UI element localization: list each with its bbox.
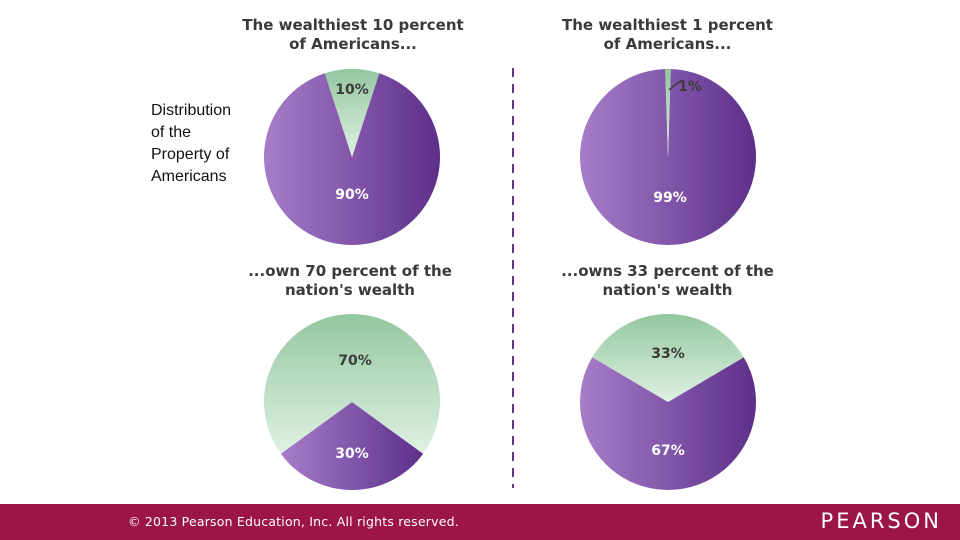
pie-bottom-right-label-67: 67% (651, 443, 685, 459)
pie-bottom-right-slice-67 (580, 357, 756, 490)
footer-bar: © 2013 Pearson Education, Inc. All right… (0, 504, 960, 540)
pie-bottom-left-label-30: 30% (335, 446, 369, 462)
heading-bottom-left: ...own 70 percent of the nation's wealth (248, 262, 452, 299)
pie-top-right-label-99: 99% (653, 190, 687, 206)
pie-bottom-left-slice-30 (280, 402, 424, 491)
pie-bottom-right-slice-33 (592, 313, 744, 402)
pie-top-left-label-90: 90% (335, 187, 369, 203)
pie-top-left-slice-10 (324, 69, 380, 157)
pie-top-left-slice-90 (264, 73, 440, 246)
copyright-text: © 2013 Pearson Education, Inc. All right… (128, 514, 459, 529)
pie-top-right-slice-99 (580, 69, 757, 245)
pie-bottom-left-label-70: 70% (338, 353, 372, 369)
pie-charts: 10% 90% 1% 99% 70% 30% 33% 67% (264, 68, 757, 491)
side-title: Distribution of the Property of American… (151, 102, 232, 185)
pie-top-right-label-1: 1% (678, 79, 702, 95)
pie-bottom-right-label-33: 33% (651, 346, 685, 362)
pie-bottom-left-slice-70 (264, 314, 440, 454)
pie-top-left-label-10: 10% (335, 82, 369, 98)
pie-top-right-callout-line (668, 79, 683, 91)
pearson-logo: PEARSON (820, 509, 942, 533)
heading-bottom-right: ...owns 33 percent of the nation's wealt… (561, 262, 774, 299)
heading-top-left: The wealthiest 10 percent of Americans..… (242, 16, 464, 53)
pie-top-right-slice-1 (665, 68, 671, 157)
heading-top-right: The wealthiest 1 percent of Americans... (562, 16, 773, 53)
